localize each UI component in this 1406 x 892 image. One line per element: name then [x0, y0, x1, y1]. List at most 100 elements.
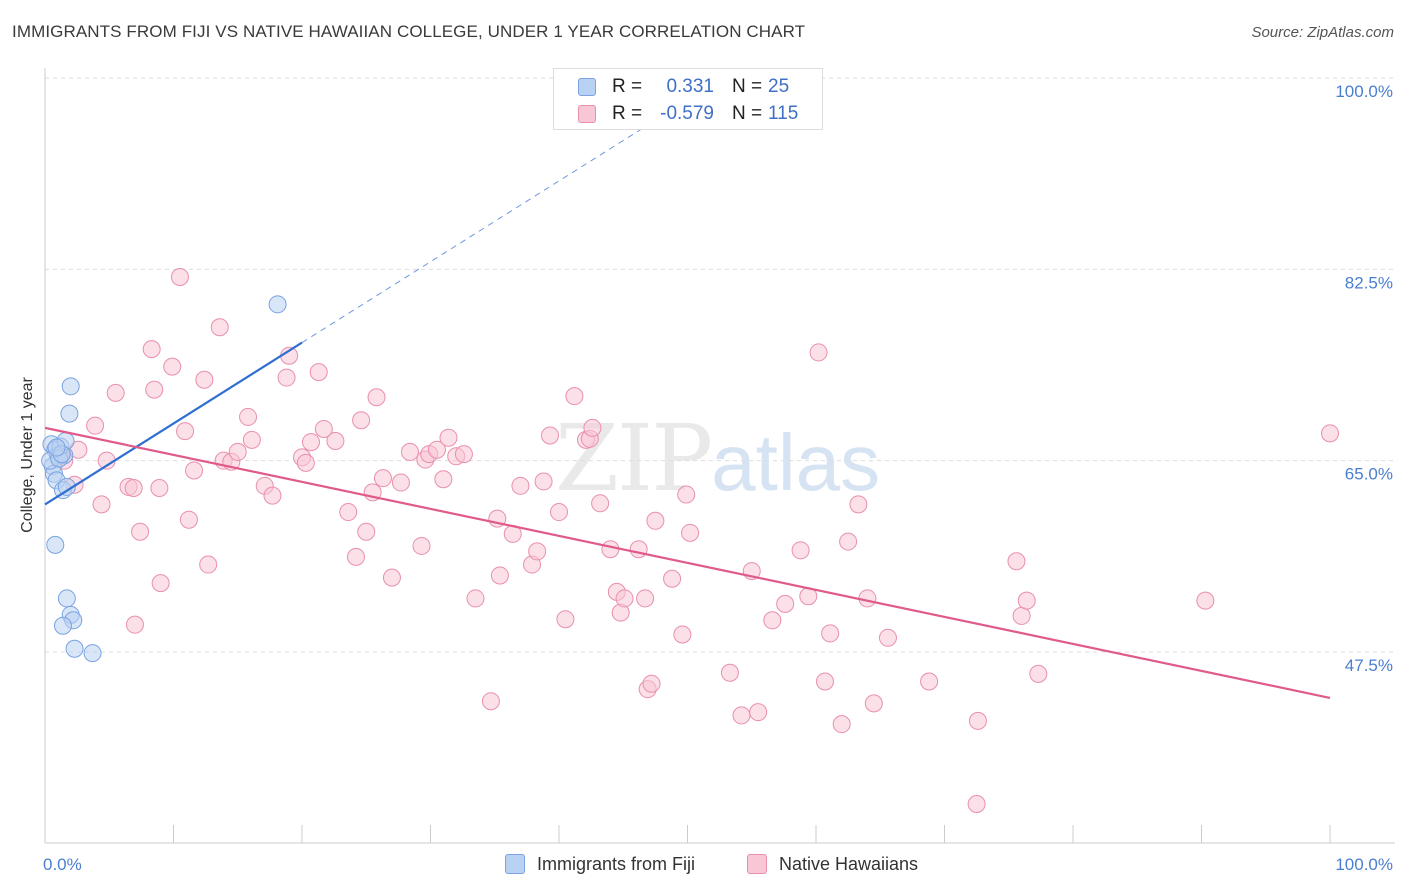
hawaiian-point [821, 624, 840, 643]
fiji-point [47, 438, 66, 457]
hawaiian-point [663, 569, 682, 588]
hawaiian-point [150, 479, 169, 497]
hawaiian-point [195, 370, 214, 389]
hawaiian-point [1012, 606, 1031, 625]
y-tick-label: 100.0% [1335, 82, 1393, 101]
fiji-trend-line [44, 341, 303, 506]
hawaiian-point [763, 611, 782, 630]
hawaiian-point [534, 472, 553, 491]
hawaiian-point [583, 418, 602, 437]
hawaiian-point [791, 541, 810, 560]
fiji-point [46, 535, 65, 554]
hawaiian-legend-swatch-icon [747, 854, 767, 874]
hawaiian-point [1321, 424, 1339, 443]
hawaiian-point [263, 486, 282, 505]
hawaiian-point [1029, 664, 1048, 683]
hawaiian-point [277, 368, 296, 387]
hawaiian-point [541, 426, 560, 445]
hawaiian-point [1017, 591, 1036, 610]
hawaiian-point [296, 453, 315, 472]
r-value: 0.331 [666, 76, 714, 97]
hawaiian-point [732, 706, 751, 725]
hawaiian-point [163, 357, 182, 376]
hawaiian-point [673, 625, 692, 644]
hawaiian-point [391, 473, 410, 492]
hawaiian-point [615, 589, 634, 608]
hawaiian-point [170, 267, 189, 286]
x-tick-label: 0.0% [43, 855, 82, 874]
hawaiian-point [849, 495, 868, 514]
hawaiian-point [185, 461, 204, 480]
legend-row-fiji: R = 0.331 N = 25 [554, 74, 824, 100]
y-axis-label: College, Under 1 year [19, 377, 36, 533]
hawaiian-point [556, 610, 575, 629]
fiji-legend-swatch-icon [505, 854, 525, 874]
hawaiian-point [210, 318, 229, 337]
hawaiian-point [373, 469, 392, 488]
hawaiian-point [809, 343, 828, 362]
hawaiian-point [1007, 552, 1026, 571]
hawaiian-point [601, 540, 620, 559]
hawaiian-point [439, 428, 458, 447]
hawaiian-point [1196, 591, 1215, 610]
hawaiian-point [92, 495, 111, 514]
hawaiian-point [179, 510, 198, 529]
legend-item-fiji[interactable]: Immigrants from Fiji [505, 850, 695, 878]
hawaiian-point [636, 589, 655, 608]
hawaiian-point [339, 503, 358, 522]
fiji-trend-extension [301, 115, 663, 344]
series-legend: Immigrants from Fiji Native Hawaiians [0, 850, 1406, 878]
hawaiian-point [839, 532, 858, 551]
legend-item-hawaiian[interactable]: Native Hawaiians [747, 850, 918, 878]
n-value: 115 [768, 103, 799, 124]
hawaiian-point [920, 672, 939, 691]
chart-title: IMMIGRANTS FROM FIJI VS NATIVE HAWAIIAN … [12, 22, 806, 41]
fiji-point [57, 589, 76, 608]
r-label: R = [612, 76, 643, 97]
hawaiian-point [646, 511, 665, 530]
fiji-point [83, 644, 102, 663]
hawaiian-point [749, 703, 768, 722]
hawaiian-point [242, 430, 261, 449]
hawaiian-point [466, 589, 485, 608]
source-credit: Source: ZipAtlas.com [1251, 24, 1394, 41]
n-label: N = [732, 76, 763, 97]
hawaiian-point [124, 479, 143, 497]
fiji-swatch-icon [578, 78, 596, 96]
hawaiian-point [490, 566, 509, 585]
hawaiian-point [352, 411, 371, 430]
hawaiian-point [565, 387, 584, 406]
hawaiian-point [301, 433, 320, 452]
n-label: N = [732, 103, 763, 124]
hawaiian-point [357, 522, 376, 541]
hawaiian-point [481, 692, 500, 711]
legend-row-hawaiian: R = -0.579 N = 115 [554, 101, 824, 127]
hawaiian-point [86, 416, 105, 435]
fiji-point [57, 477, 76, 496]
correlation-legend: R = 0.331 N = 25 R = -0.579 N = 115 [553, 68, 823, 130]
y-tick-label: 47.5% [1345, 656, 1393, 675]
hawaiian-point [427, 440, 446, 459]
hawaiian-point [199, 555, 218, 574]
legend-label-fiji: Immigrants from Fiji [537, 853, 696, 874]
hawaiian-point [151, 574, 170, 593]
hawaiian-point [142, 340, 161, 359]
hawaiian-point [776, 594, 795, 613]
hawaiian-point [346, 547, 365, 566]
hawaiian-point [131, 522, 150, 541]
hawaiian-point [400, 442, 419, 461]
hawaiian-point [412, 536, 431, 555]
y-tick-label: 82.5% [1345, 273, 1393, 292]
hawaiian-swatch-icon [578, 105, 596, 123]
fiji-point [61, 377, 80, 396]
hawaiian-point [228, 442, 247, 461]
hawaiian-point [591, 494, 610, 513]
hawaiian-point [550, 503, 568, 522]
hawaiian-point [677, 485, 696, 504]
r-label: R = [612, 103, 643, 124]
hawaiian-point [815, 672, 834, 691]
hawaiian-point [511, 476, 530, 495]
hawaiian-point [642, 674, 661, 693]
y-tick-label: 65.0% [1345, 465, 1393, 484]
